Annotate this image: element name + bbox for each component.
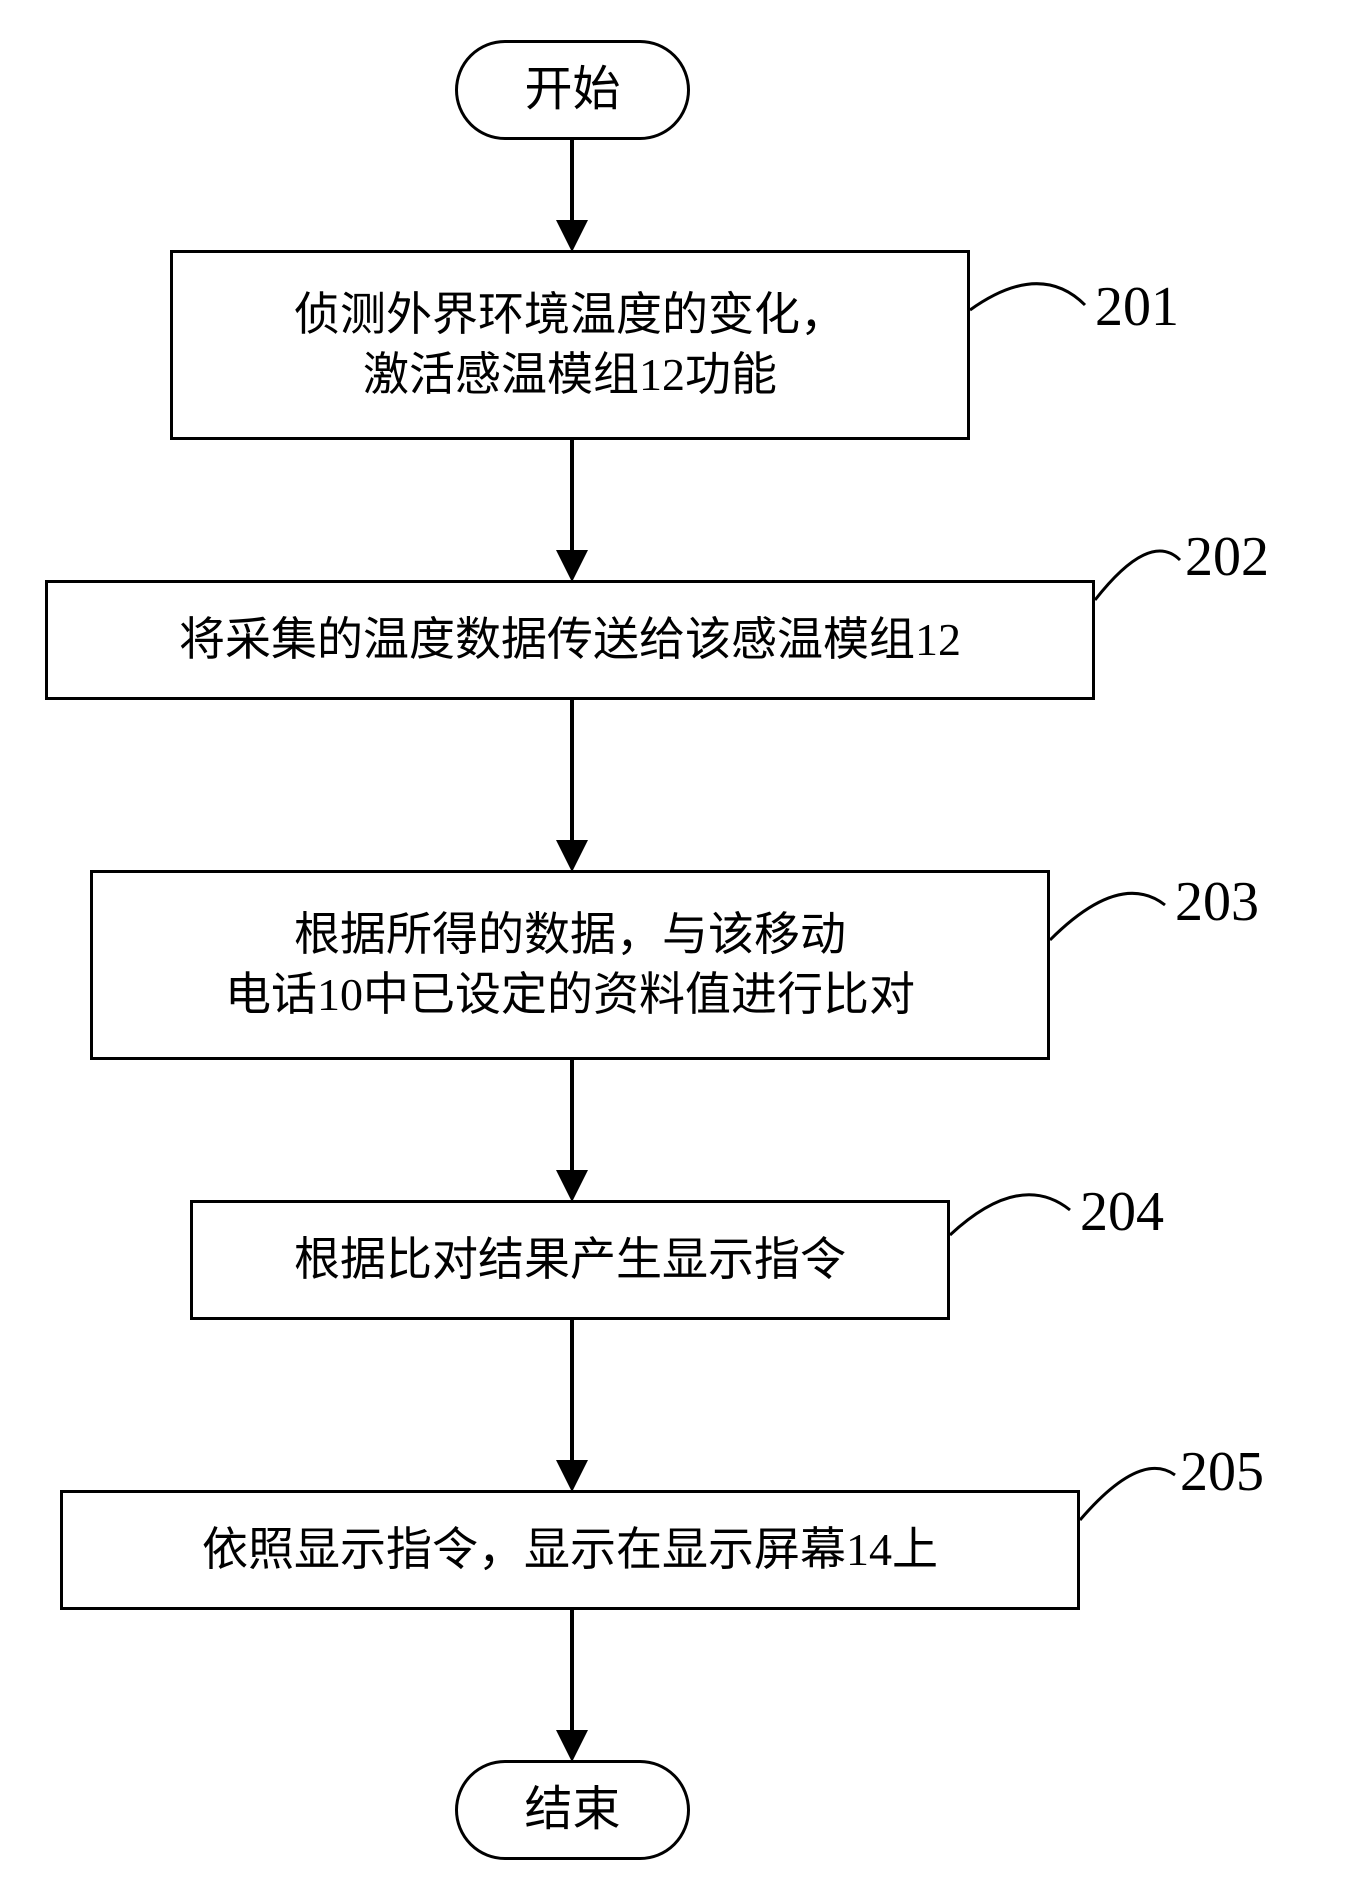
leader-curves bbox=[0, 0, 1364, 1901]
flowchart-container: 开始 结束 侦测外界环境温度的变化，激活感温模组12功能 将采集的温度数据传送给… bbox=[0, 0, 1364, 1901]
